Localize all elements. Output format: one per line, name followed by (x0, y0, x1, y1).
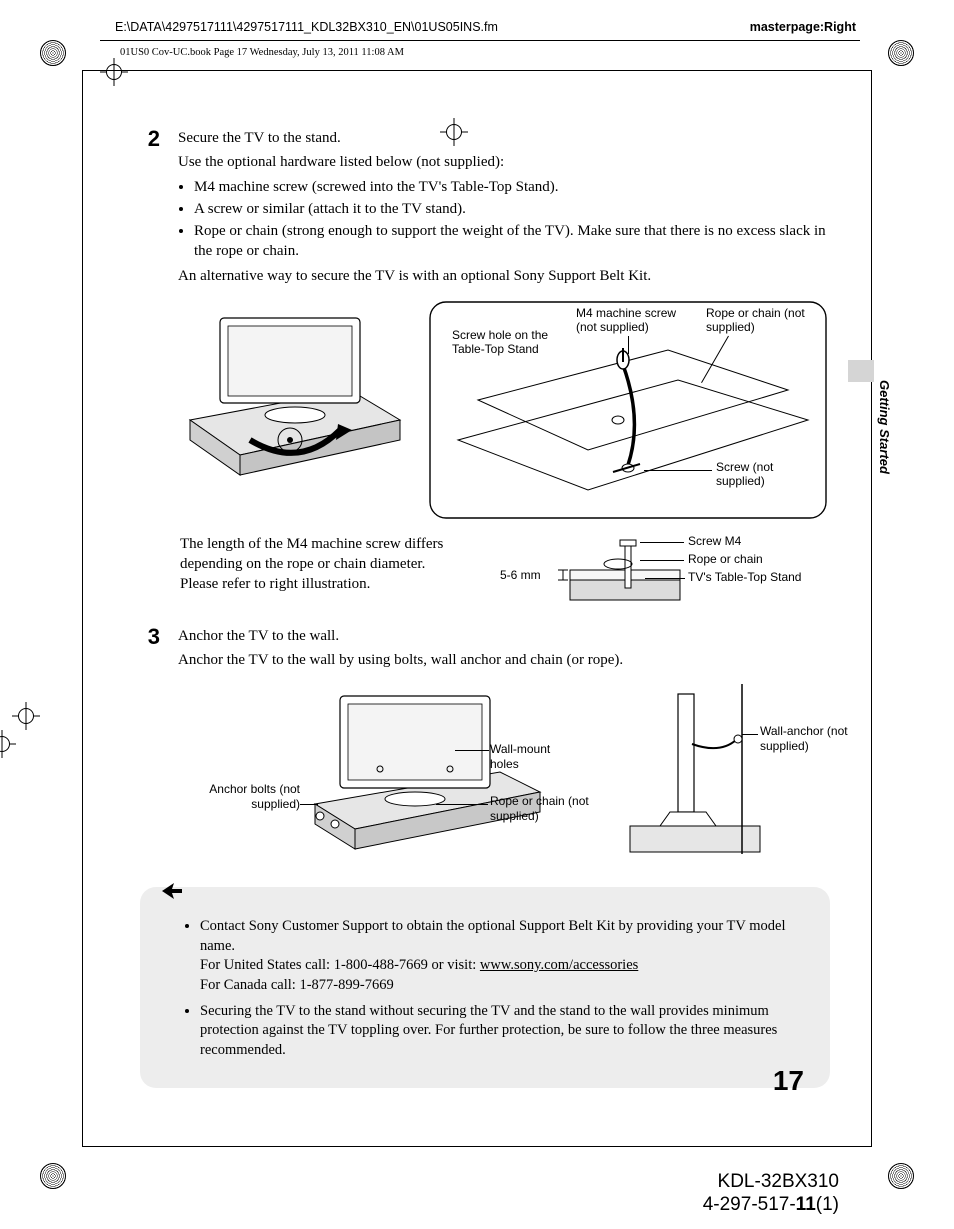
label-screwhole: Screw hole on the Table-Top Stand (452, 328, 572, 357)
wall-front-svg (200, 684, 570, 859)
leader-line (742, 734, 758, 735)
frame-bottom (82, 1146, 872, 1147)
step-2-bullets: M4 machine screw (screwed into the TV's … (178, 177, 830, 262)
reg-corner-tl (40, 40, 66, 66)
header-divider (100, 40, 860, 41)
step-3-title: Anchor the TV to the wall. (178, 626, 830, 646)
label-tabletop: TV's Table-Top Stand (688, 570, 801, 584)
label-screw-m4: Screw M4 (688, 534, 741, 548)
leader-line (455, 750, 489, 751)
label-m4: M4 machine screw (not supplied) (576, 306, 696, 335)
header-row: E:\DATA\4297517111\4297517111_KDL32BX310… (100, 20, 860, 40)
length-note-row: The length of the M4 machine screw diffe… (180, 534, 830, 604)
frame-left (82, 70, 83, 1147)
step-3: 3 Anchor the TV to the wall. Anchor the … (140, 626, 830, 675)
label-screw: Screw (not supplied) (716, 460, 816, 489)
label-wall-holes: Wall-mount holes (490, 742, 570, 771)
footer-code-a: 4-297-517- (703, 1194, 796, 1215)
wall-side-svg (620, 684, 850, 859)
length-note-text: The length of the M4 machine screw diffe… (180, 534, 460, 595)
leader-line (644, 470, 712, 471)
file-path: E:\DATA\4297517111\4297517111_KDL32BX310… (115, 20, 498, 34)
hand-pointer-icon (158, 877, 186, 913)
step-3-number: 3 (140, 626, 160, 675)
masterpage-label: masterpage:Right (750, 20, 856, 34)
wall-anchor-side: Wall-anchor (not supplied) (620, 684, 850, 859)
wall-anchor-front: Anchor bolts (not supplied) Wall-mount h… (200, 684, 570, 859)
step-2-title: Secure the TV to the stand. (178, 128, 830, 148)
leader-line (300, 804, 318, 805)
leader-line (640, 542, 684, 543)
leader-line (628, 336, 629, 354)
label-rope: Rope or chain (not supplied) (706, 306, 816, 335)
step-2-alt: An alternative way to secure the TV is w… (178, 266, 830, 286)
rope-chain-diagram: Screw hole on the Table-Top Stand M4 mac… (428, 300, 828, 520)
step-2: 2 Secure the TV to the stand. Use the op… (140, 128, 830, 290)
callout-item: Contact Sony Customer Support to obtain … (200, 917, 802, 995)
bullet: Rope or chain (strong enough to support … (194, 221, 830, 262)
step-3-diagram-row: Anchor bolts (not supplied) Wall-mount h… (200, 684, 830, 859)
reg-corner-tr (888, 40, 914, 66)
reg-corner-bl (40, 1163, 66, 1189)
step-2-intro: Use the optional hardware listed below (… (178, 152, 830, 172)
subheader: 01US0 Cov-UC.book Page 17 Wednesday, Jul… (100, 45, 860, 58)
leader-line (645, 578, 685, 579)
label-anchor-bolts: Anchor bolts (not supplied) (200, 782, 300, 811)
section-sidetab: Getting Started (877, 380, 892, 474)
reg-cross-left (12, 702, 40, 730)
footer-model: KDL-32BX310 (703, 1170, 839, 1194)
support-link[interactable]: www.sony.com/accessories (480, 957, 638, 973)
leader-line (640, 560, 684, 561)
bullet: M4 machine screw (screwed into the TV's … (194, 177, 830, 197)
tv-stand-svg (180, 300, 410, 480)
tv-stand-illustration (180, 300, 410, 480)
step-2-number: 2 (140, 128, 160, 290)
footer-code: 4-297-517-11(1) (703, 1193, 839, 1217)
frame-right (871, 70, 872, 1147)
page-content: E:\DATA\4297517111\4297517111_KDL32BX310… (100, 20, 860, 1088)
footer-code-b: 11 (796, 1194, 816, 1215)
leader-line (436, 804, 488, 805)
note-callout: Contact Sony Customer Support to obtain … (140, 887, 830, 1088)
reg-corner-br (888, 1163, 914, 1189)
screw-length-diagram: 5-6 mm Screw M4 Rope or chain TV's Table… (500, 534, 830, 604)
reg-cross-right (0, 730, 16, 758)
footer-model-block: KDL-32BX310 4-297-517-11(1) (703, 1170, 839, 1218)
label-dim: 5-6 mm (500, 568, 541, 582)
step-3-intro: Anchor the TV to the wall by using bolts… (178, 650, 830, 670)
label-rope-chain: Rope or chain (688, 552, 763, 566)
label-wall-anchor: Wall-anchor (not supplied) (760, 724, 850, 753)
callout-text: Contact Sony Customer Support to obtain … (200, 918, 785, 954)
step-2-diagram-row: Screw hole on the Table-Top Stand M4 mac… (180, 300, 830, 520)
callout-text: For Canada call: 1-877-899-7669 (200, 977, 394, 993)
callout-text: For United States call: 1-800-488-7669 o… (200, 957, 480, 973)
footer-code-c: (1) (816, 1194, 839, 1215)
callout-item: Securing the TV to the stand without sec… (200, 1002, 802, 1061)
bullet: A screw or similar (attach it to the TV … (194, 199, 830, 219)
sidetab-bg (848, 360, 874, 382)
label-rope-chain-2: Rope or chain (not supplied) (490, 794, 590, 823)
page-number: 17 (773, 1065, 804, 1097)
screw-length-svg (500, 534, 830, 604)
